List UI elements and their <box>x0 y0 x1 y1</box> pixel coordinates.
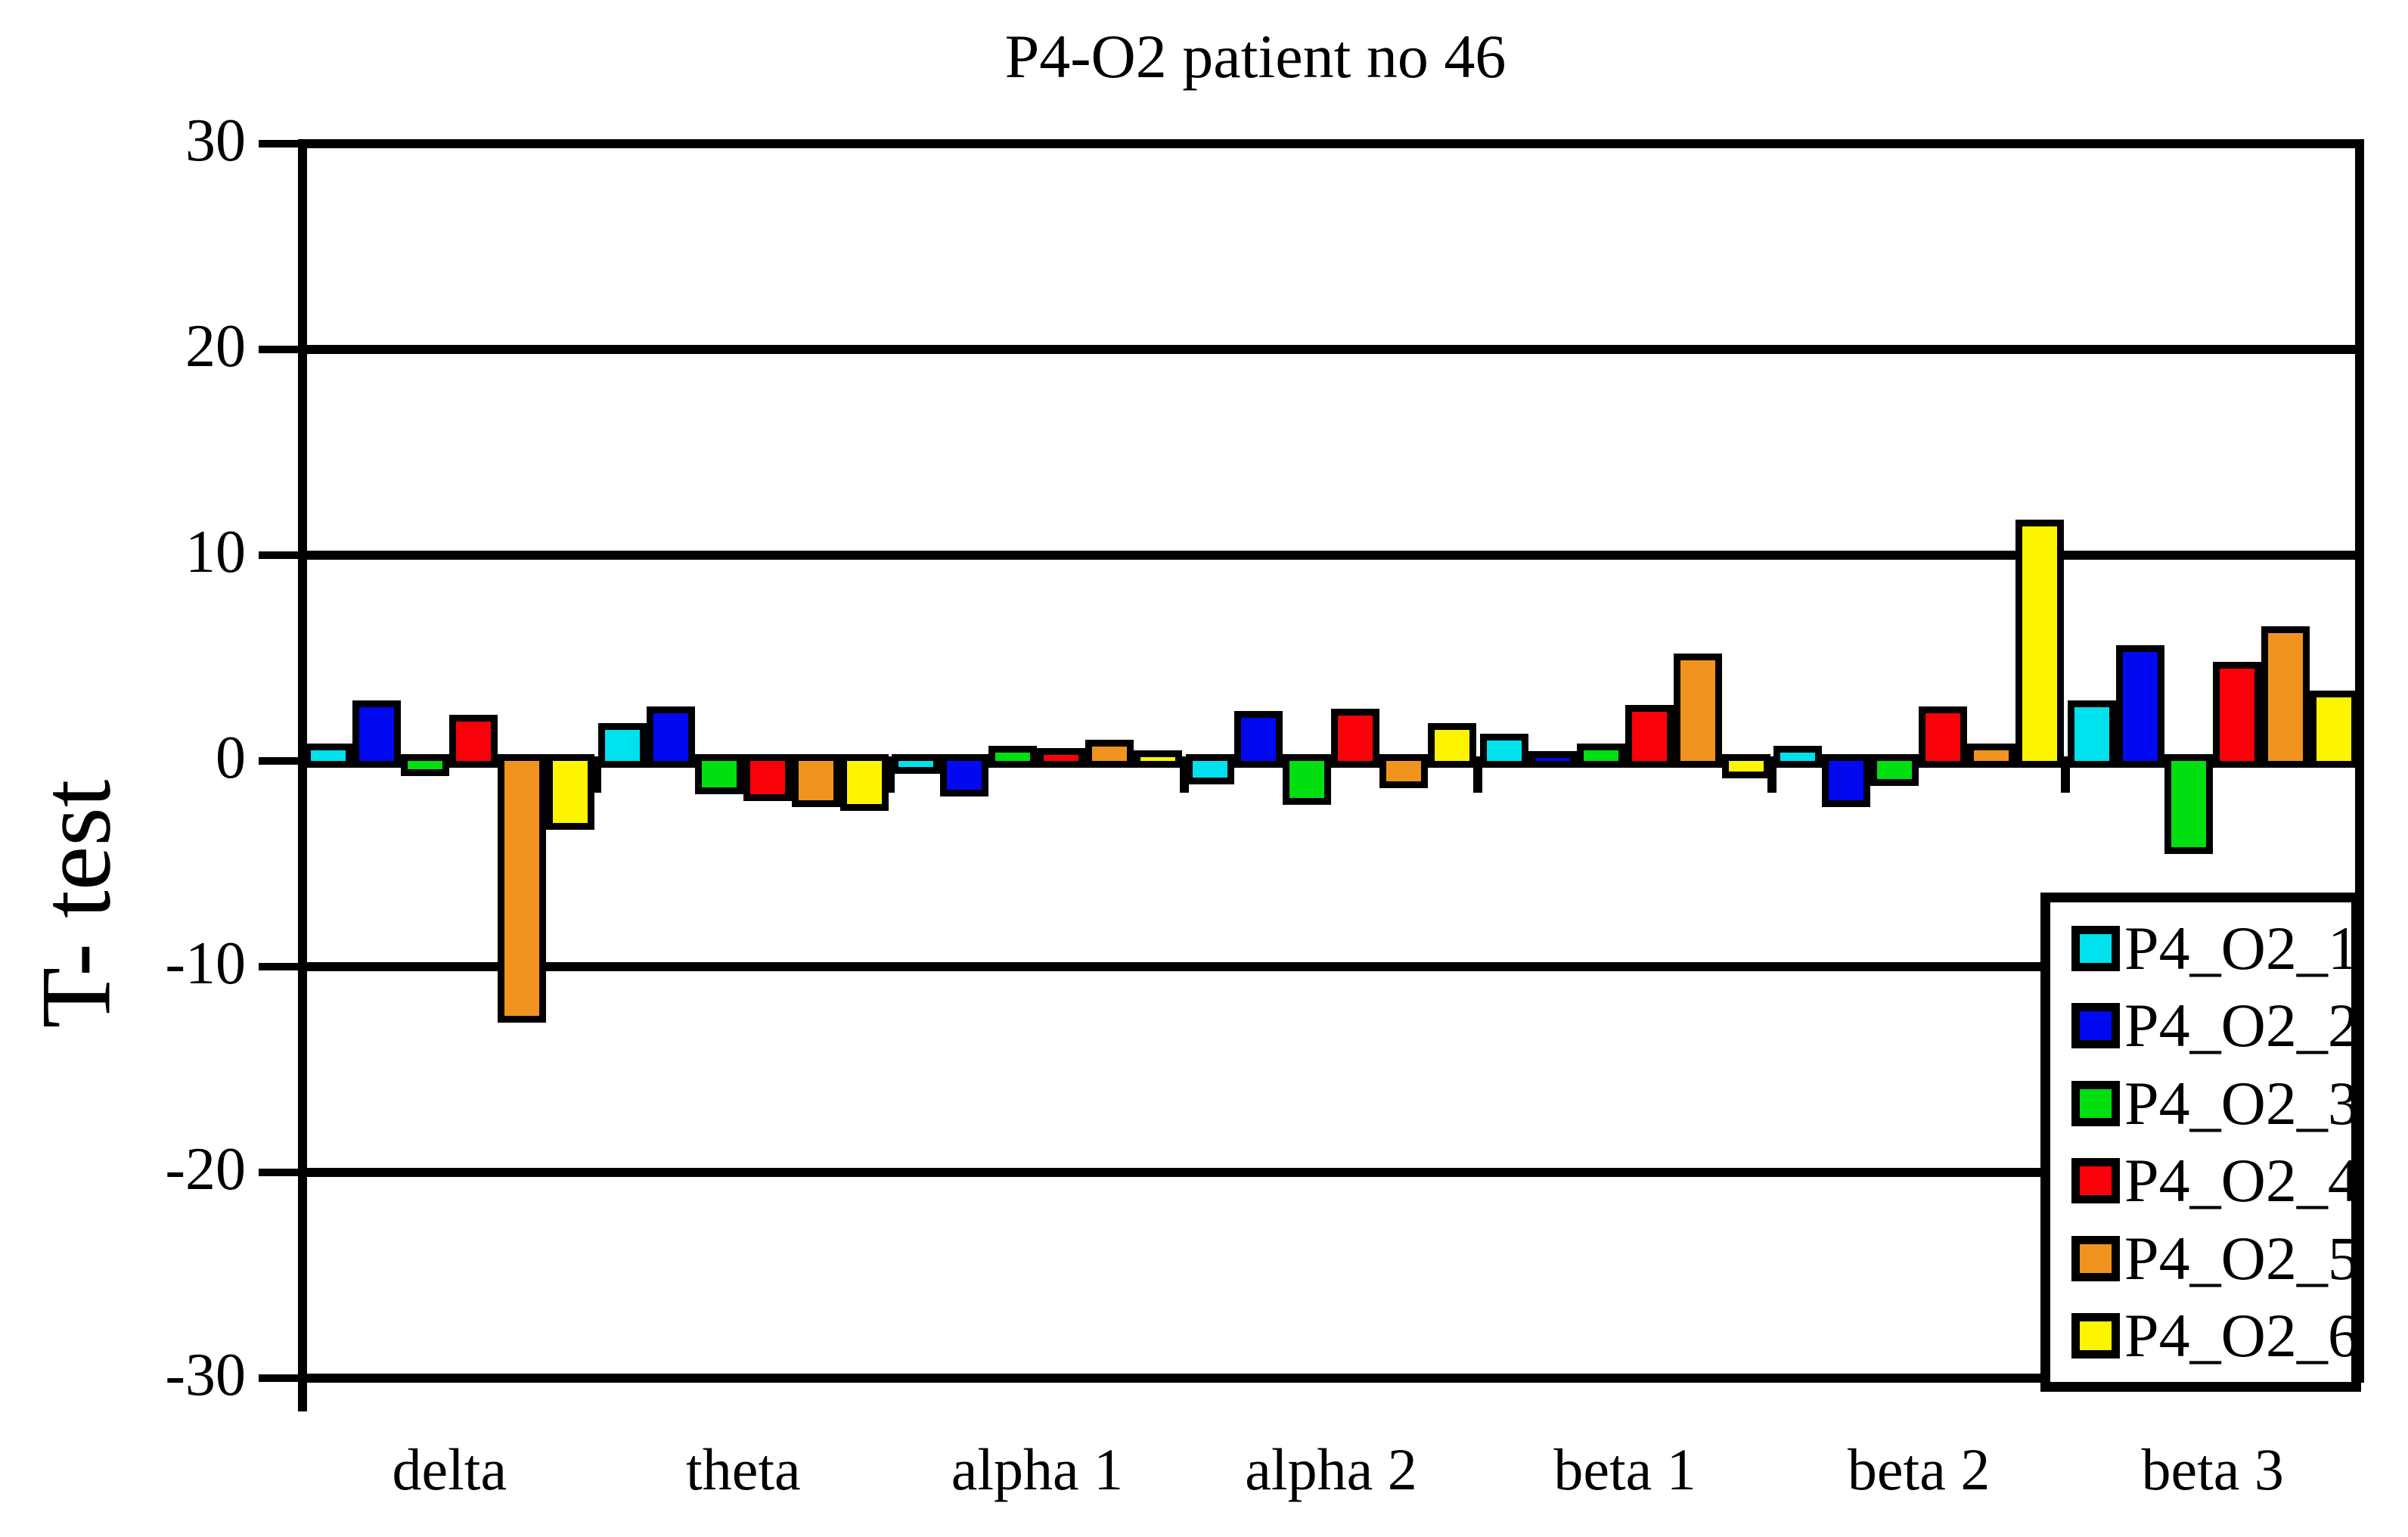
legend-item-P4_O2_2: P4_O2_2 <box>2071 988 2359 1063</box>
bar-P4_O2_1-alpha-1 <box>892 754 941 775</box>
bar-P4_O2_6-alpha-1 <box>1134 750 1183 768</box>
bar-P4_O2_3-alpha-1 <box>988 746 1038 768</box>
bar-P4_O2_6-beta-3 <box>2309 690 2358 768</box>
legend-swatch-P4_O2_1 <box>2071 925 2120 971</box>
bar-P4_O2_5-delta <box>498 754 547 1023</box>
bar-P4_O2_2-beta-1 <box>1528 751 1577 768</box>
legend-label: P4_O2_6 <box>2124 1301 2359 1371</box>
category-separator-tick <box>1767 761 1777 793</box>
category-label-alpha-2: alpha 2 <box>1245 1436 1417 1502</box>
bar-P4_O2_2-alpha-1 <box>940 754 989 797</box>
bar-P4_O2_1-beta-3 <box>2067 700 2116 768</box>
bar-P4_O2_4-alpha-1 <box>1037 747 1086 768</box>
gridline--10 <box>299 962 2363 971</box>
bar-P4_O2_4-alpha-2 <box>1331 709 1379 768</box>
legend-label: P4_O2_3 <box>2124 1068 2359 1138</box>
legend-swatch-P4_O2_2 <box>2071 1003 2120 1049</box>
gridline--30 <box>299 1374 2363 1383</box>
category-separator-tick <box>2061 761 2071 793</box>
category-label-beta-2: beta 2 <box>1847 1436 1991 1502</box>
legend-item-P4_O2_1: P4_O2_1 <box>2071 911 2359 986</box>
category-label-alpha-1: alpha 1 <box>951 1436 1124 1502</box>
y-tick-label--10: -10 <box>165 930 246 997</box>
category-label-beta-1: beta 1 <box>1553 1436 1696 1502</box>
y-tick-label--20: -20 <box>165 1135 246 1203</box>
bar-P4_O2_4-delta <box>449 715 498 768</box>
bar-P4_O2_6-beta-1 <box>1721 754 1770 778</box>
y-tick-0 <box>259 757 303 765</box>
bar-P4_O2_2-beta-2 <box>1822 754 1871 807</box>
category-label-theta: theta <box>686 1436 801 1502</box>
y-tick--20 <box>259 1169 303 1176</box>
y-tick-label-30: 30 <box>185 107 246 174</box>
bar-P4_O2_6-alpha-2 <box>1428 723 1476 768</box>
gridline-10 <box>299 551 2363 560</box>
bar-P4_O2_5-beta-2 <box>1967 744 2016 768</box>
bar-P4_O2_1-delta <box>304 744 353 768</box>
bar-P4_O2_3-beta-3 <box>2164 754 2213 855</box>
y-tick-20 <box>259 346 303 353</box>
bar-P4_O2_3-theta <box>694 754 743 795</box>
bar-P4_O2_2-alpha-2 <box>1234 710 1283 768</box>
chart-title: P4-O2 patient no 46 <box>1004 22 1507 91</box>
legend-item-P4_O2_3: P4_O2_3 <box>2071 1066 2359 1141</box>
bar-P4_O2_3-beta-2 <box>1870 754 1919 787</box>
category-separator-tick <box>886 761 895 793</box>
legend-label: P4_O2_1 <box>2124 913 2359 983</box>
bar-P4_O2_1-alpha-2 <box>1186 754 1234 784</box>
legend-item-P4_O2_5: P4_O2_5 <box>2071 1221 2359 1296</box>
y-tick-label-0: 0 <box>216 724 246 791</box>
bar-P4_O2_1-theta <box>597 723 647 768</box>
category-separator-tick <box>1473 761 1483 793</box>
bar-P4_O2_3-alpha-2 <box>1283 754 1331 805</box>
bar-P4_O2_3-delta <box>401 754 450 776</box>
bar-P4_O2_5-theta <box>791 754 840 807</box>
bar-P4_O2_4-theta <box>743 754 792 801</box>
y-tick-label-20: 20 <box>185 312 246 380</box>
y-tick-10 <box>259 551 303 559</box>
bar-P4_O2_4-beta-2 <box>1919 706 1968 768</box>
legend-label: P4_O2_5 <box>2124 1223 2359 1293</box>
legend-item-P4_O2_4: P4_O2_4 <box>2071 1143 2359 1219</box>
legend-swatch-P4_O2_3 <box>2071 1080 2120 1126</box>
y-tick-label-10: 10 <box>185 518 246 585</box>
legend-swatch-P4_O2_5 <box>2071 1235 2120 1281</box>
bar-P4_O2_2-beta-3 <box>2115 644 2164 768</box>
bar-P4_O2_5-beta-3 <box>2261 626 2310 768</box>
gridline-20 <box>299 345 2363 354</box>
y-tick-label--30: -30 <box>165 1341 246 1408</box>
bar-P4_O2_2-theta <box>646 706 695 768</box>
bar-P4_O2_5-alpha-2 <box>1379 754 1428 789</box>
bar-P4_O2_5-beta-1 <box>1673 653 1722 768</box>
legend-swatch-P4_O2_6 <box>2071 1313 2120 1359</box>
category-separator-tick <box>591 761 601 793</box>
bar-P4_O2_4-beta-1 <box>1624 704 1674 768</box>
y-axis-line <box>298 139 307 1411</box>
y-tick--30 <box>259 1374 303 1382</box>
legend-swatch-P4_O2_4 <box>2071 1158 2120 1204</box>
bar-P4_O2_4-beta-3 <box>2212 661 2261 768</box>
bar-P4_O2_2-delta <box>352 700 402 768</box>
bar-P4_O2_6-delta <box>546 754 595 830</box>
gridline-30 <box>299 139 2363 148</box>
gridline--20 <box>299 1168 2363 1177</box>
legend-label: P4_O2_4 <box>2124 1146 2359 1216</box>
y-tick-30 <box>259 140 303 147</box>
category-label-beta-3: beta 3 <box>2141 1436 2284 1502</box>
category-separator-tick <box>1179 761 1189 793</box>
y-tick--10 <box>259 963 303 970</box>
legend-label: P4_O2_2 <box>2124 991 2359 1060</box>
bar-P4_O2_6-theta <box>839 754 889 812</box>
legend-item-P4_O2_6: P4_O2_6 <box>2071 1298 2359 1374</box>
bar-P4_O2_5-alpha-1 <box>1085 739 1134 768</box>
category-label-delta: delta <box>392 1436 507 1502</box>
bar-P4_O2_3-beta-1 <box>1576 744 1625 768</box>
bar-P4_O2_6-beta-2 <box>2015 519 2065 768</box>
legend: P4_O2_1 P4_O2_2 P4_O2_3 P4_O2_4 P4_O2_5 P4_O2… <box>2040 893 2361 1392</box>
bar-P4_O2_1-beta-2 <box>1773 746 1823 768</box>
bar-P4_O2_1-beta-1 <box>1479 733 1528 768</box>
